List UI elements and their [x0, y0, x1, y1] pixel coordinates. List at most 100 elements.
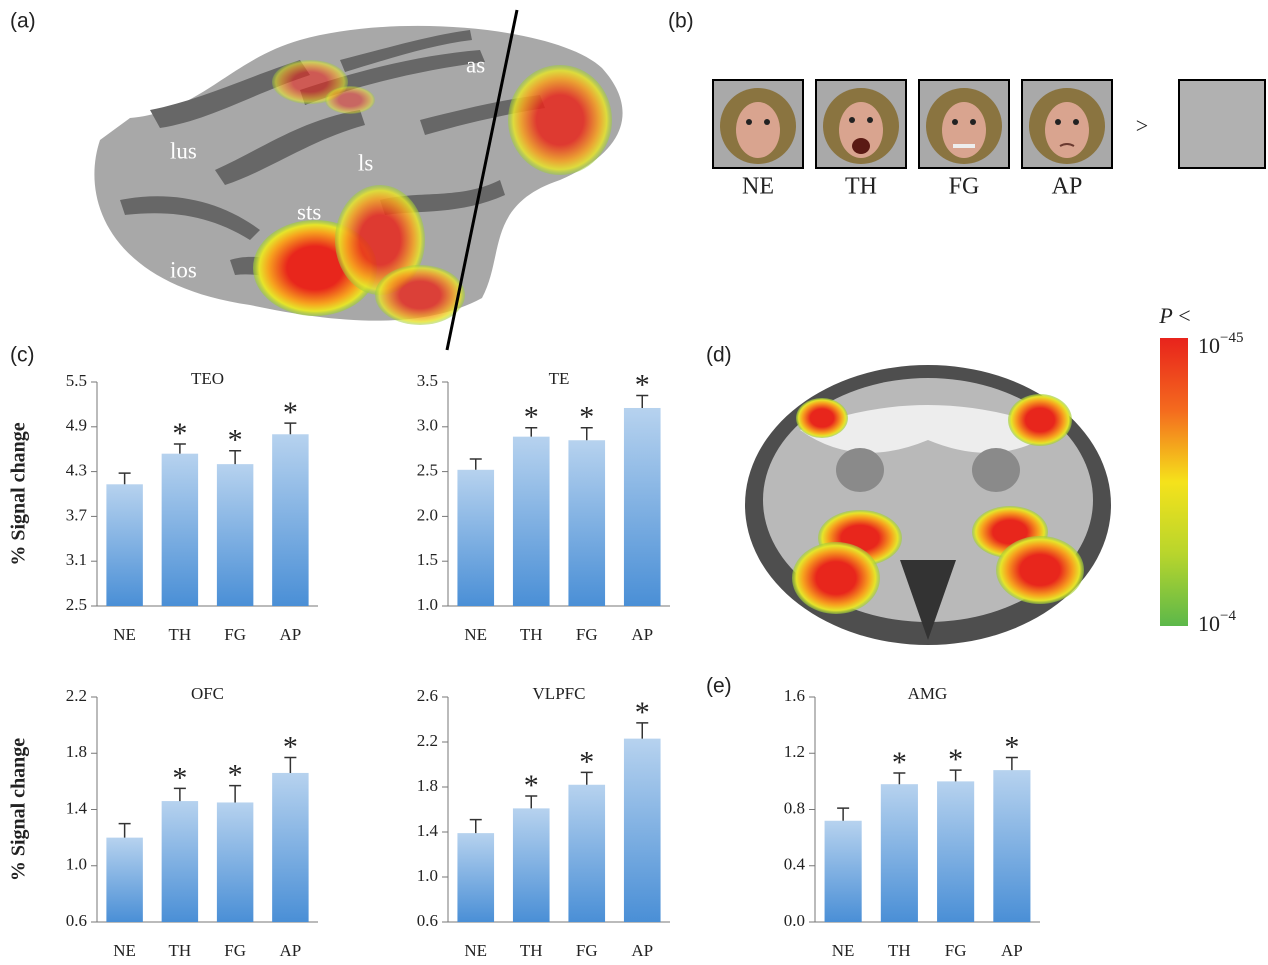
error-bar — [636, 722, 649, 739]
y-axis-label: % Signal change — [8, 422, 30, 565]
x-tick-label: TH — [169, 941, 192, 960]
sulcus-label: ios — [170, 257, 197, 282]
y-tick-label: 1.8 — [417, 776, 438, 795]
chart-title: TE — [549, 369, 570, 388]
error-bar — [636, 394, 649, 408]
significance-marker: * — [635, 368, 650, 401]
y-tick-label: 2.5 — [66, 595, 87, 614]
sulcus-label: as — [466, 52, 485, 77]
bar — [623, 407, 661, 606]
y-tick-label: 5.5 — [66, 371, 87, 390]
significance-marker: * — [172, 761, 187, 794]
significance-marker: * — [524, 401, 539, 434]
colorbar-max: 10−45 — [1198, 330, 1243, 358]
error-bar — [525, 426, 538, 437]
bar — [824, 820, 862, 922]
y-tick-label: 1.4 — [417, 821, 439, 840]
bar — [272, 772, 309, 922]
x-tick-label: FG — [576, 625, 598, 644]
significance-marker: * — [579, 401, 594, 434]
bar — [161, 801, 199, 922]
y-tick-label: 2.2 — [66, 686, 87, 705]
bar-chart: TE 1.0 1.5 2.0 2.5 3.0 3.5 NE TH FG AP * * * — [417, 368, 670, 644]
x-tick-label: FG — [576, 941, 598, 960]
error-bar — [173, 443, 186, 454]
significance-marker: * — [948, 743, 963, 776]
x-tick-label: FG — [224, 941, 246, 960]
bar-chart: TEO % Signal change 2.5 3.1 3.7 4.3 4.9 5.5 NE TH… — [8, 369, 318, 644]
panel-label: (d) — [706, 344, 732, 367]
colorbar-exponent: −45 — [1220, 330, 1243, 346]
comparator: > — [1136, 113, 1148, 138]
significance-marker: * — [228, 424, 243, 457]
x-tick-label: AP — [631, 625, 653, 644]
sulcus-label: sts — [297, 199, 321, 224]
colorbar-base: 10 — [1198, 333, 1220, 358]
y-tick-label: 3.7 — [66, 505, 88, 524]
significance-marker: * — [172, 417, 187, 450]
y-axis-label: % Signal change — [8, 738, 30, 881]
significance-marker: * — [228, 758, 243, 791]
y-tick-label: 0.0 — [784, 911, 805, 930]
x-tick-label: TH — [520, 625, 543, 644]
error-bar — [580, 771, 593, 785]
error-bar — [469, 818, 482, 834]
error-bar — [525, 795, 538, 809]
panel-label: (a) — [10, 10, 36, 33]
x-tick-label: NE — [113, 625, 136, 644]
panel-label: (c) — [10, 344, 35, 367]
chart-title: OFC — [191, 684, 224, 703]
colorbar-symbol: P — [1158, 303, 1172, 328]
error-bar — [118, 472, 131, 485]
y-tick-label: 2.2 — [417, 731, 438, 750]
bar — [512, 436, 550, 606]
significance-marker: * — [892, 746, 907, 779]
x-tick-label: TH — [520, 941, 543, 960]
y-tick-label: 2.0 — [417, 505, 438, 524]
bar — [512, 808, 550, 922]
y-tick-label: 0.6 — [66, 911, 87, 930]
bar — [457, 469, 495, 606]
y-tick-label: 1.6 — [784, 686, 805, 705]
error-bar — [118, 822, 131, 838]
y-tick-label: 4.9 — [66, 416, 87, 435]
panel-label: (e) — [706, 675, 732, 698]
y-tick-label: 1.4 — [66, 798, 88, 817]
bar-chart: OFC % Signal change 0.6 1.0 1.4 1.8 2.2 NE TH FG A… — [8, 684, 318, 960]
colorbar-min: 10−4 — [1198, 608, 1236, 636]
error-bar — [229, 784, 242, 803]
error-bar — [469, 458, 482, 470]
y-tick-label: 2.5 — [417, 461, 438, 480]
coronal-slice — [745, 338, 1188, 645]
bar — [568, 784, 606, 922]
x-tick-label: FG — [224, 625, 246, 644]
x-tick-label: NE — [832, 941, 855, 960]
bar — [623, 738, 661, 922]
x-tick-label: AP — [631, 941, 653, 960]
error-bar — [284, 422, 297, 435]
y-tick-label: 1.5 — [417, 550, 438, 569]
y-tick-label: 3.5 — [417, 371, 438, 390]
error-bar — [1005, 756, 1018, 771]
bar — [457, 833, 495, 922]
y-tick-label: 0.4 — [784, 855, 806, 874]
y-tick-label: 1.0 — [417, 595, 438, 614]
y-tick-label: 1.8 — [66, 742, 87, 761]
x-tick-label: FG — [945, 941, 967, 960]
x-tick-label: AP — [280, 625, 302, 644]
bar — [106, 484, 143, 606]
colorbar-base: 10 — [1198, 611, 1220, 636]
y-tick-label: 3.0 — [417, 416, 438, 435]
significance-marker: * — [283, 730, 298, 763]
error-bar — [949, 769, 962, 782]
significance-marker: * — [579, 745, 594, 778]
x-tick-label: TH — [169, 625, 192, 644]
stimulus-label: FG — [949, 174, 980, 200]
bar — [161, 453, 199, 606]
colorbar-exponent: −4 — [1220, 608, 1236, 624]
x-tick-label: AP — [280, 941, 302, 960]
significance-marker: * — [635, 696, 650, 729]
x-tick-label: AP — [1001, 941, 1023, 960]
chart-title: TEO — [191, 369, 224, 388]
